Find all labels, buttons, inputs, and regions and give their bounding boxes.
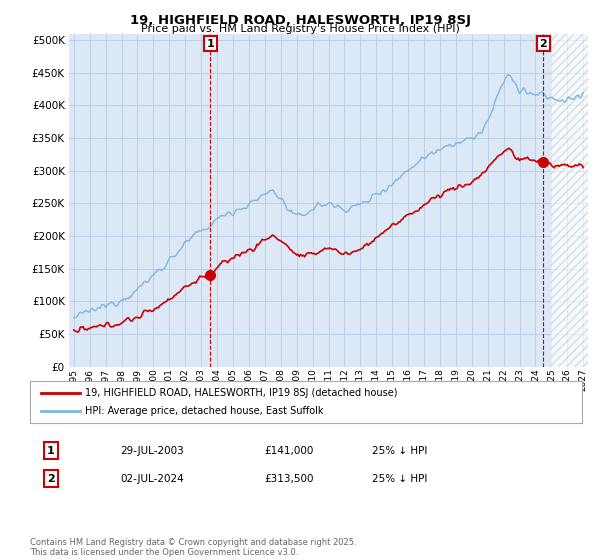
Text: 1: 1 bbox=[47, 446, 55, 456]
Text: 1: 1 bbox=[206, 39, 214, 49]
Text: 25% ↓ HPI: 25% ↓ HPI bbox=[372, 446, 427, 456]
Text: HPI: Average price, detached house, East Suffolk: HPI: Average price, detached house, East… bbox=[85, 406, 324, 416]
Text: £141,000: £141,000 bbox=[264, 446, 313, 456]
Text: 02-JUL-2024: 02-JUL-2024 bbox=[120, 474, 184, 484]
Bar bbox=[551, 34, 588, 367]
Text: Contains HM Land Registry data © Crown copyright and database right 2025.
This d: Contains HM Land Registry data © Crown c… bbox=[30, 538, 356, 557]
Text: 2: 2 bbox=[47, 474, 55, 484]
Text: 19, HIGHFIELD ROAD, HALESWORTH, IP19 8SJ (detached house): 19, HIGHFIELD ROAD, HALESWORTH, IP19 8SJ… bbox=[85, 388, 398, 398]
Bar bbox=[551, 34, 588, 367]
Text: £313,500: £313,500 bbox=[264, 474, 314, 484]
Text: 25% ↓ HPI: 25% ↓ HPI bbox=[372, 474, 427, 484]
Text: 19, HIGHFIELD ROAD, HALESWORTH, IP19 8SJ: 19, HIGHFIELD ROAD, HALESWORTH, IP19 8SJ bbox=[130, 14, 470, 27]
Text: Price paid vs. HM Land Registry's House Price Index (HPI): Price paid vs. HM Land Registry's House … bbox=[140, 24, 460, 34]
Text: 29-JUL-2003: 29-JUL-2003 bbox=[120, 446, 184, 456]
Text: 2: 2 bbox=[539, 39, 547, 49]
